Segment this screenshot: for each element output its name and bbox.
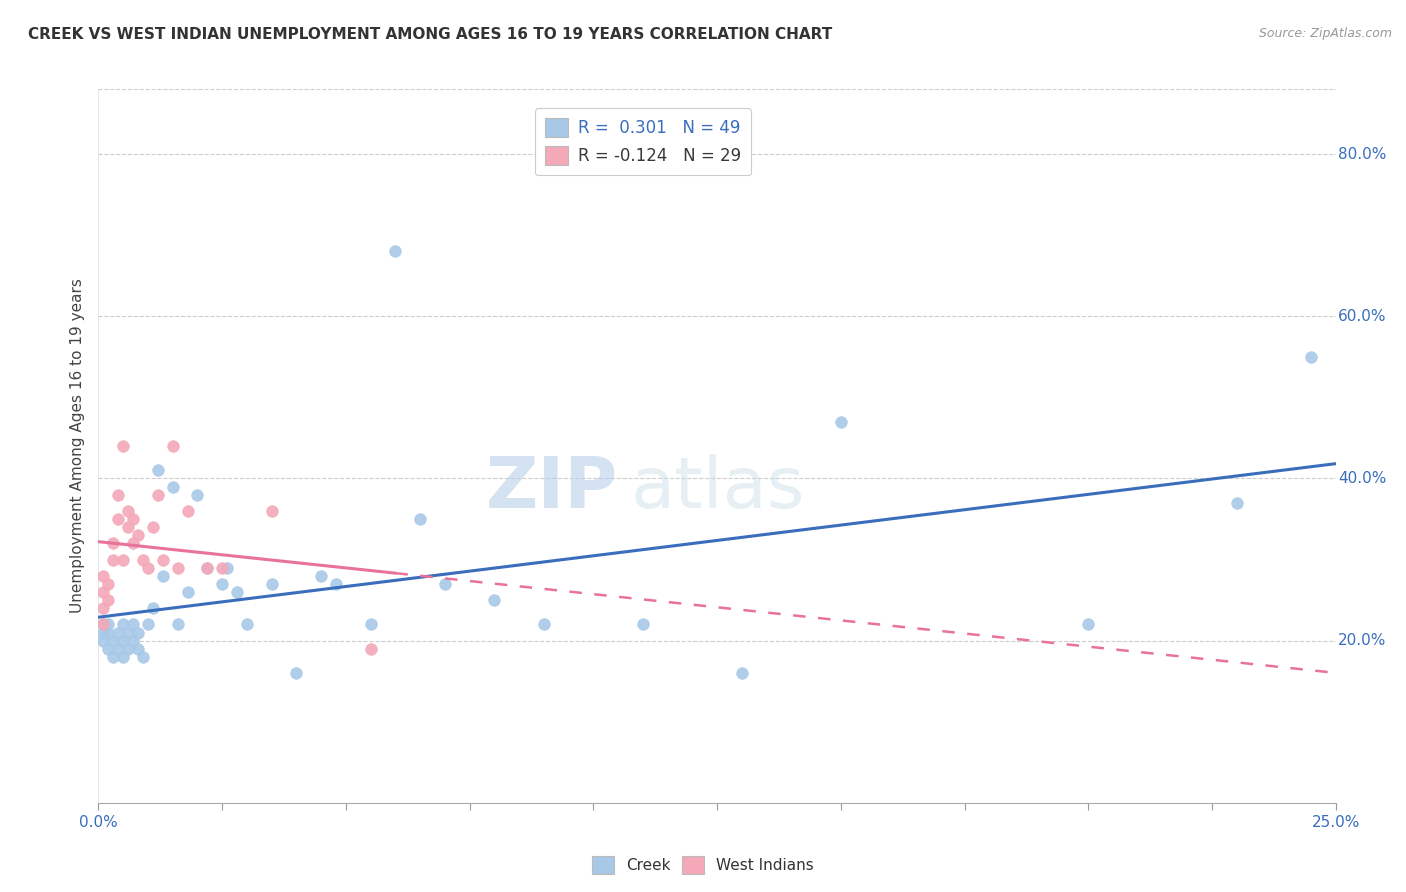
Point xyxy=(236,617,259,632)
Point xyxy=(360,641,382,656)
Point xyxy=(93,625,115,640)
Point xyxy=(162,479,184,493)
Point xyxy=(122,512,145,526)
Point xyxy=(117,520,139,534)
Point xyxy=(484,593,506,607)
Point xyxy=(107,625,129,640)
Point xyxy=(433,577,456,591)
Legend: Creek, West Indians: Creek, West Indians xyxy=(586,850,820,880)
Point xyxy=(162,439,184,453)
Point xyxy=(103,633,125,648)
Point xyxy=(309,568,332,582)
Point xyxy=(195,560,218,574)
Point xyxy=(152,568,174,582)
Text: 40.0%: 40.0% xyxy=(1339,471,1386,486)
Point xyxy=(93,601,115,615)
Text: ZIP: ZIP xyxy=(486,454,619,524)
Text: 60.0%: 60.0% xyxy=(1339,309,1386,324)
Point xyxy=(97,625,120,640)
Point xyxy=(112,633,135,648)
Point xyxy=(122,617,145,632)
Point xyxy=(132,649,155,664)
Text: Source: ZipAtlas.com: Source: ZipAtlas.com xyxy=(1258,27,1392,40)
Point xyxy=(103,552,125,566)
Point xyxy=(117,641,139,656)
Point xyxy=(260,504,283,518)
Point xyxy=(176,585,198,599)
Point xyxy=(93,617,115,632)
Point xyxy=(122,536,145,550)
Point xyxy=(142,601,165,615)
Point xyxy=(127,641,149,656)
Point xyxy=(186,488,208,502)
Point xyxy=(112,649,135,664)
Point xyxy=(152,552,174,566)
Point xyxy=(107,641,129,656)
Point xyxy=(217,560,239,574)
Point xyxy=(325,577,347,591)
Point xyxy=(1299,350,1322,364)
Point xyxy=(731,666,754,681)
Point xyxy=(384,244,406,259)
Point xyxy=(409,512,432,526)
Point xyxy=(211,577,233,591)
Point xyxy=(533,617,555,632)
Point xyxy=(97,641,120,656)
Text: 20.0%: 20.0% xyxy=(1339,633,1386,648)
Point xyxy=(195,560,218,574)
Point xyxy=(112,439,135,453)
Point xyxy=(117,625,139,640)
Text: CREEK VS WEST INDIAN UNEMPLOYMENT AMONG AGES 16 TO 19 YEARS CORRELATION CHART: CREEK VS WEST INDIAN UNEMPLOYMENT AMONG … xyxy=(28,27,832,42)
Point xyxy=(127,625,149,640)
Point xyxy=(127,528,149,542)
Point xyxy=(93,633,115,648)
Point xyxy=(285,666,308,681)
Point xyxy=(146,463,169,477)
Point xyxy=(226,585,249,599)
Point xyxy=(132,552,155,566)
Point xyxy=(1226,496,1249,510)
Point xyxy=(166,617,188,632)
Point xyxy=(136,560,159,574)
Point xyxy=(146,488,169,502)
Point xyxy=(97,593,120,607)
Point xyxy=(112,552,135,566)
Point xyxy=(117,504,139,518)
Point xyxy=(93,568,115,582)
Point xyxy=(176,504,198,518)
Point xyxy=(112,617,135,632)
Point xyxy=(136,617,159,632)
Point xyxy=(97,577,120,591)
Y-axis label: Unemployment Among Ages 16 to 19 years: Unemployment Among Ages 16 to 19 years xyxy=(69,278,84,614)
Point xyxy=(260,577,283,591)
Point xyxy=(103,649,125,664)
Point xyxy=(122,633,145,648)
Legend: R =  0.301   N = 49, R = -0.124   N = 29: R = 0.301 N = 49, R = -0.124 N = 29 xyxy=(534,108,751,175)
Point xyxy=(93,617,115,632)
Point xyxy=(830,415,852,429)
Point xyxy=(1077,617,1099,632)
Text: 80.0%: 80.0% xyxy=(1339,146,1386,161)
Point xyxy=(166,560,188,574)
Point xyxy=(97,617,120,632)
Point xyxy=(107,488,129,502)
Point xyxy=(631,617,654,632)
Point xyxy=(107,512,129,526)
Point xyxy=(142,520,165,534)
Point xyxy=(93,585,115,599)
Text: atlas: atlas xyxy=(630,454,804,524)
Point xyxy=(360,617,382,632)
Point xyxy=(103,536,125,550)
Point xyxy=(211,560,233,574)
